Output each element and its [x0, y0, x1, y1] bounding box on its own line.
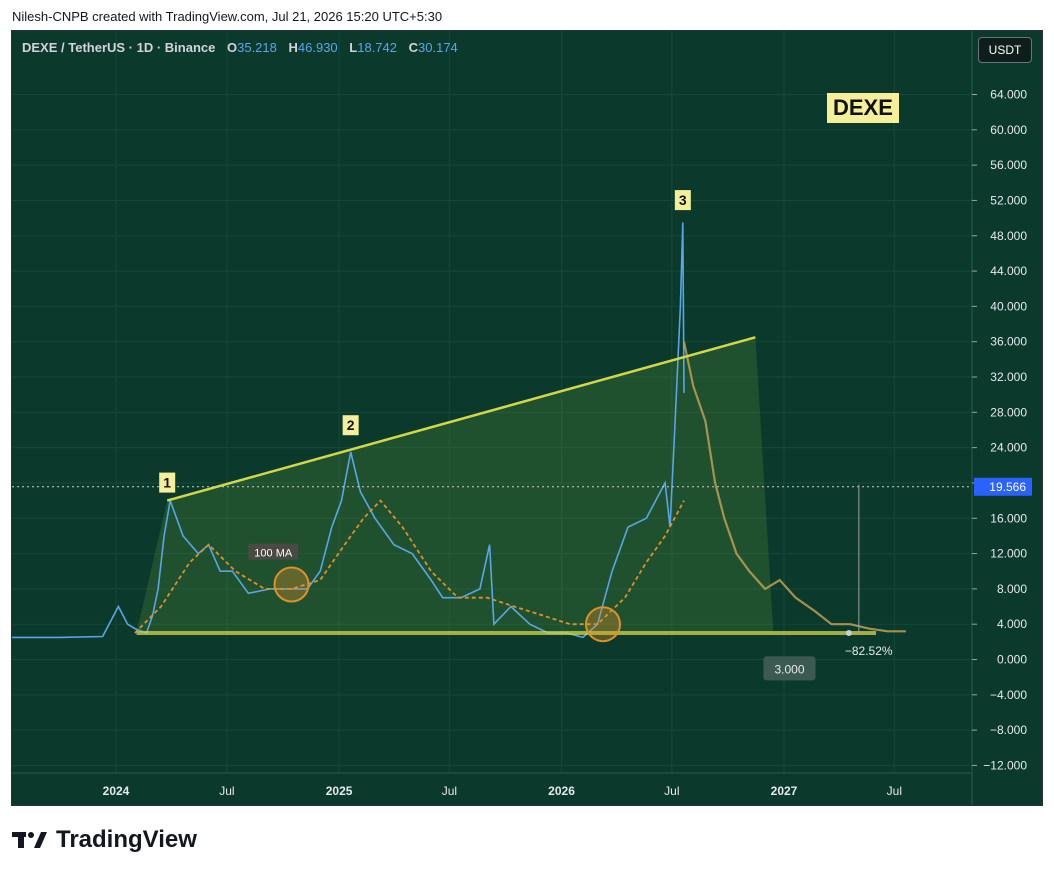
open-label: O [226, 40, 238, 55]
wave-label-box [674, 190, 691, 211]
created-by-line: Nilesh-CNPB created with TradingView.com… [12, 9, 443, 24]
price-chart[interactable]: 1 2 3 100 MA 3.000 −82.52% 64.000 60.000 56.000… [12, 31, 1043, 806]
y-tick-label: 4.000 [997, 617, 1027, 631]
currency-button[interactable]: USDT [978, 37, 1032, 63]
symbol-label: DEXE / TetherUS · 1D · Binance [22, 40, 216, 55]
highlight-circle [273, 566, 310, 603]
ticker-badge: DEXE [827, 93, 899, 123]
price-line [12, 222, 685, 639]
brand-name: TradingView [56, 826, 197, 853]
pattern-fill [136, 337, 774, 634]
y-tick-label: 52.000 [990, 193, 1027, 207]
tradingview-brand[interactable]: TradingView [12, 826, 197, 854]
wave-label-box [342, 415, 359, 436]
y-tick-label: −12.000 [983, 758, 1027, 772]
wave-label-3: 3 [679, 192, 687, 208]
y-tick-label: 24.000 [990, 441, 1027, 455]
y-tick-label: 28.000 [990, 405, 1027, 419]
x-axis[interactable]: 2024 Jul 2025 Jul 2026 Jul 2027 Jul [12, 772, 972, 798]
wave-label-1: 1 [163, 475, 171, 491]
x-tick-label: Jul [219, 784, 234, 798]
support-band [136, 631, 877, 636]
symbol-legend[interactable]: DEXE / TetherUS · 1D · Binance O35.218 H… [22, 40, 458, 55]
y-tick-label: 44.000 [990, 264, 1027, 278]
annotations: 1 2 3 100 MA 3.000 −82.52% [159, 190, 893, 681]
y-tick-label: −4.000 [990, 688, 1027, 702]
y-tick-label: 0.000 [997, 653, 1027, 667]
x-tick-label: Jul [887, 784, 902, 798]
y-tick-label: 32.000 [990, 370, 1027, 384]
y-tick-label: 12.000 [990, 547, 1027, 561]
y-tick-label: 60.000 [990, 123, 1027, 137]
close-label: C [408, 40, 419, 55]
measure-change-label: −82.52% [845, 644, 893, 658]
current-price-tag [974, 477, 1032, 496]
measure-base-label: 3.000 [774, 662, 804, 676]
x-tick-label: Jul [664, 784, 679, 798]
y-tick-label: 8.000 [997, 582, 1027, 596]
y-tick-label: 36.000 [990, 335, 1027, 349]
highlight-circle [584, 606, 621, 643]
x-tick-label: Jul [442, 784, 457, 798]
x-tick-label: 2026 [548, 784, 575, 798]
open-value: 35.218 [237, 40, 277, 55]
ma-label-box [248, 543, 299, 560]
current-price-label: 19.566 [989, 480, 1026, 494]
ma-label: 100 MA [254, 548, 293, 560]
low-label: L [349, 40, 358, 55]
y-tick-label: 64.000 [990, 88, 1027, 102]
pattern-area [136, 337, 774, 634]
measure-point [845, 630, 852, 637]
high-value: 46.930 [297, 40, 338, 55]
tradingview-logo-icon [12, 832, 47, 848]
chart-panel[interactable]: 1 2 3 100 MA 3.000 −82.52% 64.000 60.000 56.000… [11, 30, 1043, 806]
y-tick-label: −8.000 [990, 723, 1027, 737]
measure-base-box [763, 656, 816, 681]
close-value: 30.174 [418, 40, 458, 55]
y-tick-label: 16.000 [990, 511, 1027, 525]
wave-label-box [159, 472, 176, 493]
high-label: H [288, 40, 298, 55]
low-value: 18.742 [357, 40, 397, 55]
ma-line [134, 499, 685, 634]
y-tick-label: 40.000 [990, 299, 1027, 313]
x-tick-label: 2027 [771, 784, 798, 798]
resistance-trendline [166, 336, 756, 502]
y-tick-label: 48.000 [990, 229, 1027, 243]
y-tick-label: 56.000 [990, 158, 1027, 172]
projection-line [682, 341, 906, 633]
grid-lines [12, 31, 972, 773]
y-axis[interactable]: 64.000 60.000 56.000 52.000 48.000 44.000 40.0… [971, 31, 1032, 806]
x-tick-label: 2025 [326, 784, 353, 798]
wave-label-2: 2 [347, 417, 355, 433]
x-tick-label: 2024 [103, 784, 130, 798]
